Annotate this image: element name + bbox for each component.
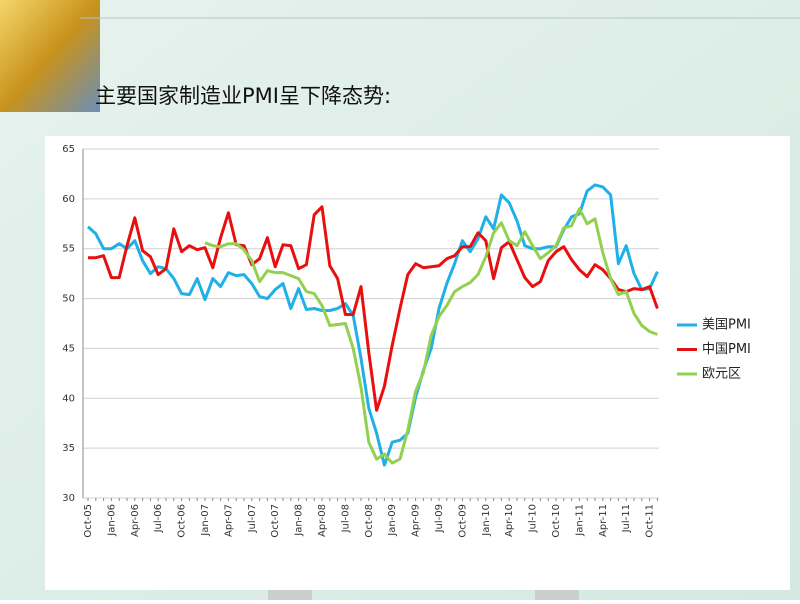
y-tick-label: 40	[62, 393, 75, 404]
x-tick-label: Apr-07	[223, 504, 234, 537]
y-tick-label: 35	[62, 443, 75, 454]
x-tick-label: Jul-08	[340, 504, 351, 533]
x-tick-label: Jan-06	[106, 504, 117, 537]
legend-label: 中国PMI	[702, 342, 751, 357]
y-tick-label: 45	[62, 343, 75, 354]
x-tick-label: Oct-06	[177, 504, 188, 538]
x-tick-label: Jul-06	[153, 504, 164, 533]
x-tick-label: Jul-11	[621, 504, 632, 533]
x-tick-label: Oct-05	[83, 504, 94, 538]
x-tick-label: Oct-08	[364, 504, 375, 538]
x-tick-label: Apr-11	[598, 504, 609, 537]
legend-label: 美国PMI	[702, 318, 751, 333]
x-tick-label: Jan-09	[387, 504, 398, 537]
x-tick-label: Jul-07	[247, 504, 258, 533]
x-tick-label: Apr-08	[317, 504, 328, 537]
plot: 30 35 40 45 50 55 60 65 Oct-05 Jan-06 Apr-06 Jul-06…	[62, 144, 751, 538]
header-image	[0, 0, 100, 112]
legend-label: 欧元区	[702, 367, 741, 382]
x-tick-label: Apr-09	[411, 504, 422, 537]
x-tick-label: Jul-09	[434, 504, 445, 533]
slide-title: 主要国家制造业PMI呈下降态势:	[95, 84, 391, 108]
x-tick-label: Oct-10	[551, 504, 562, 538]
series-line	[88, 205, 659, 412]
y-tick-label: 55	[62, 244, 75, 255]
x-tick-label: Jan-08	[294, 504, 305, 537]
x-tick-label: Jan-07	[200, 504, 211, 537]
x-tick-label: Jan-11	[574, 504, 585, 537]
chart-area	[45, 136, 790, 590]
y-tick-label: 30	[62, 493, 75, 504]
x-tick-label: Oct-11	[645, 504, 656, 538]
y-tick-label: 65	[62, 144, 75, 155]
y-tick-label: 60	[62, 194, 75, 205]
series-line	[204, 207, 658, 465]
x-tick-label: Jan-10	[481, 504, 492, 537]
x-tick-label: Oct-09	[457, 504, 468, 538]
x-tick-label: Apr-10	[504, 504, 515, 537]
x-tick-label: Oct-07	[270, 504, 281, 538]
x-tick-label: Apr-06	[130, 504, 141, 537]
x-tick-label: Jul-10	[528, 504, 539, 533]
y-tick-label: 50	[62, 294, 75, 305]
